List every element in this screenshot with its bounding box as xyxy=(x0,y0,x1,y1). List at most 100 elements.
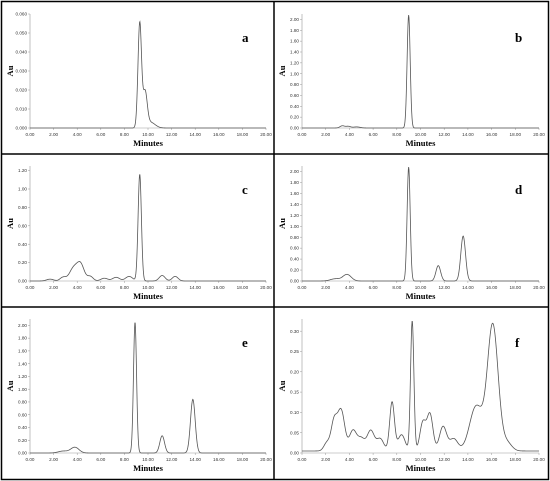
chart-panel-f: 0.00 2.00 4.00 6.00 8.00 10.00 12.00 14.00 16.00… xyxy=(277,319,545,473)
x-tick-label: 8.00 xyxy=(392,132,401,137)
x-tick-label: 10.00 xyxy=(142,457,154,462)
x-tick-label: 4.00 xyxy=(73,132,82,137)
y-tick-label: 0.00 xyxy=(290,126,299,131)
x-tick-label: 4.00 xyxy=(345,285,354,290)
x-axis-title: Minutes xyxy=(133,138,163,148)
x-tick-label: 6.00 xyxy=(96,457,105,462)
y-tick-label: 0.040 xyxy=(16,50,28,55)
chromatogram-trace-f xyxy=(302,321,539,452)
x-tick-label: 2.00 xyxy=(49,457,58,462)
y-tick-label: 0.60 xyxy=(290,93,299,98)
y-tick-label: 0.00 xyxy=(290,451,299,456)
x-tick-label: 18.00 xyxy=(510,285,522,290)
x-tick-label: 16.00 xyxy=(213,132,225,137)
y-tick-label: 0.80 xyxy=(290,82,299,87)
y-tick-label: 0.15 xyxy=(290,390,299,395)
x-tick-label: 8.00 xyxy=(120,457,129,462)
x-tick-label: 10.00 xyxy=(415,285,427,290)
x-axis-title: Minutes xyxy=(133,463,163,473)
x-tick-label: 10.00 xyxy=(415,132,427,137)
x-tick-label: 20.00 xyxy=(533,285,545,290)
panel-label-e: e xyxy=(242,335,248,350)
y-tick-label: 1.40 xyxy=(290,50,299,55)
x-tick-label: 14.00 xyxy=(462,285,474,290)
x-tick-label: 6.00 xyxy=(369,285,378,290)
x-tick-label: 12.00 xyxy=(438,132,450,137)
y-tick-label: 1.00 xyxy=(18,387,27,392)
y-tick-label: 1.80 xyxy=(290,28,299,33)
panel-label-d: d xyxy=(515,182,523,197)
x-tick-label: 20.00 xyxy=(533,457,545,462)
y-tick-label: 1.80 xyxy=(18,336,27,341)
y-axis-title: Au xyxy=(5,380,15,391)
x-tick-label: 12.00 xyxy=(166,285,178,290)
x-tick-label: 16.00 xyxy=(213,285,225,290)
y-tick-label: 0.40 xyxy=(18,425,27,430)
x-tick-label: 20.00 xyxy=(260,132,272,137)
y-tick-label: 0.10 xyxy=(290,410,299,415)
x-tick-label: 2.00 xyxy=(49,285,58,290)
y-tick-label: 1.00 xyxy=(18,187,27,192)
y-tick-label: 2.00 xyxy=(290,17,299,22)
x-tick-label: 0.00 xyxy=(298,285,307,290)
y-tick-label: 0.80 xyxy=(18,205,27,210)
x-tick-label: 4.00 xyxy=(345,457,354,462)
x-tick-label: 14.00 xyxy=(189,457,201,462)
x-tick-label: 10.00 xyxy=(415,457,427,462)
chromatogram-trace-b xyxy=(302,15,539,129)
x-tick-label: 14.00 xyxy=(189,285,201,290)
y-tick-label: 2.00 xyxy=(18,323,27,328)
y-axis-title: Au xyxy=(5,65,15,76)
y-tick-label: 1.60 xyxy=(290,191,299,196)
x-tick-label: 2.00 xyxy=(321,132,330,137)
chart-panel-e: 0.00 2.00 4.00 6.00 8.00 10.00 12.00 14.00 16.00… xyxy=(5,319,272,473)
x-tick-label: 14.00 xyxy=(189,132,201,137)
chromatogram-trace-a xyxy=(30,20,266,129)
x-tick-label: 18.00 xyxy=(510,132,522,137)
x-tick-label: 0.00 xyxy=(26,132,35,137)
x-tick-label: 6.00 xyxy=(369,132,378,137)
y-tick-label: 1.20 xyxy=(18,374,27,379)
chart-panel-a: 0.00 2.00 4.00 6.00 8.00 10.00 12.00 14.00 16.00… xyxy=(5,12,272,148)
y-tick-label: 0.050 xyxy=(16,31,28,36)
chromatogram-trace-d xyxy=(302,167,539,282)
y-tick-label: 1.60 xyxy=(290,39,299,44)
y-tick-label: 0.20 xyxy=(290,268,299,273)
x-tick-label: 6.00 xyxy=(96,132,105,137)
x-tick-label: 20.00 xyxy=(260,285,272,290)
y-tick-label: 0.20 xyxy=(290,369,299,374)
x-tick-label: 0.00 xyxy=(26,457,35,462)
x-tick-label: 18.00 xyxy=(237,457,249,462)
y-tick-label: 1.40 xyxy=(290,202,299,207)
y-tick-label: 1.20 xyxy=(290,213,299,218)
y-axis-title: Au xyxy=(277,65,287,76)
x-tick-label: 6.00 xyxy=(369,457,378,462)
y-tick-label: 0.80 xyxy=(290,235,299,240)
y-tick-label: 1.20 xyxy=(290,60,299,65)
y-tick-label: 0.60 xyxy=(18,223,27,228)
x-tick-label: 18.00 xyxy=(237,285,249,290)
y-axis-title: Au xyxy=(277,380,287,391)
y-tick-label: 0.05 xyxy=(290,430,299,435)
y-tick-label: 0.20 xyxy=(18,260,27,265)
y-tick-label: 0.40 xyxy=(18,242,27,247)
x-tick-label: 2.00 xyxy=(321,457,330,462)
chart-panel-d: 0.00 2.00 4.00 6.00 8.00 10.00 12.00 14.00 16.00… xyxy=(277,166,545,301)
x-axis-title: Minutes xyxy=(133,291,163,301)
panel-label-c: c xyxy=(242,182,248,197)
x-tick-label: 16.00 xyxy=(486,457,498,462)
x-tick-label: 0.00 xyxy=(298,457,307,462)
y-tick-label: 0.010 xyxy=(16,107,28,112)
x-tick-label: 0.00 xyxy=(298,132,307,137)
x-axis-title: Minutes xyxy=(406,463,436,473)
y-tick-label: 0.25 xyxy=(290,349,299,354)
y-tick-label: 1.80 xyxy=(290,180,299,185)
x-tick-label: 0.00 xyxy=(26,285,35,290)
y-tick-label: 0.80 xyxy=(18,400,27,405)
x-tick-label: 16.00 xyxy=(486,285,498,290)
y-tick-label: 0.020 xyxy=(16,88,28,93)
x-tick-label: 12.00 xyxy=(166,457,178,462)
x-tick-label: 2.00 xyxy=(49,132,58,137)
